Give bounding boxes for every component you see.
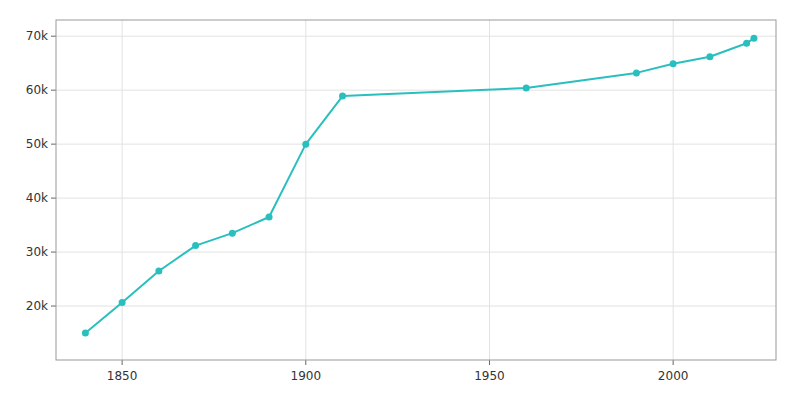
- plot-frame: [56, 20, 776, 360]
- y-tick-label: 30k: [26, 245, 48, 259]
- x-tick: [489, 360, 490, 365]
- grid: [56, 20, 776, 360]
- point: [82, 330, 89, 337]
- y-tick: [51, 90, 56, 91]
- point: [706, 53, 713, 60]
- series: [82, 35, 758, 337]
- x-grid-line: [122, 20, 123, 360]
- y-tick: [51, 144, 56, 145]
- x-grid-line: [305, 20, 306, 360]
- y-grid-line: [56, 198, 776, 199]
- x-grid-line: [673, 20, 674, 360]
- x-tick: [305, 360, 306, 365]
- y-tick: [51, 252, 56, 253]
- x-grid-line: [489, 20, 490, 360]
- x-tick-label: 2000: [658, 369, 689, 383]
- point: [302, 141, 309, 148]
- point: [229, 230, 236, 237]
- x-tick-label: 1850: [107, 369, 138, 383]
- point: [633, 69, 640, 76]
- point: [523, 85, 530, 92]
- point: [266, 213, 273, 220]
- y-tick-label: 40k: [26, 191, 48, 205]
- y-tick-label: 20k: [26, 299, 48, 313]
- x-tick: [673, 360, 674, 365]
- y-grid-line: [56, 36, 776, 37]
- y-tick: [51, 36, 56, 37]
- y-tick: [51, 306, 56, 307]
- line: [85, 38, 754, 333]
- y-tick-label: 70k: [26, 29, 48, 43]
- x-tick-label: 1950: [474, 369, 505, 383]
- y-grid-line: [56, 90, 776, 91]
- x-tick: [122, 360, 123, 365]
- point: [119, 299, 126, 306]
- y-tick: [51, 198, 56, 199]
- point: [670, 60, 677, 67]
- y-grid-line: [56, 306, 776, 307]
- x-tick-label: 1900: [291, 369, 322, 383]
- point: [743, 40, 750, 47]
- y-grid-line: [56, 144, 776, 145]
- chart: 20k 30k 40k 50k 60k 70k 1850 1900 1950 2000: [0, 0, 800, 400]
- point: [750, 35, 757, 42]
- point: [192, 242, 199, 249]
- y-grid-line: [56, 252, 776, 253]
- point: [155, 267, 162, 274]
- chart-container: 20k 30k 40k 50k 60k 70k 1850 1900 1950 2000: [0, 0, 800, 400]
- y-tick-label: 50k: [26, 137, 48, 151]
- point: [339, 93, 346, 100]
- y-tick-label: 60k: [26, 83, 48, 97]
- axes: 20k 30k 40k 50k 60k 70k 1850 1900 1950 2000: [26, 20, 776, 383]
